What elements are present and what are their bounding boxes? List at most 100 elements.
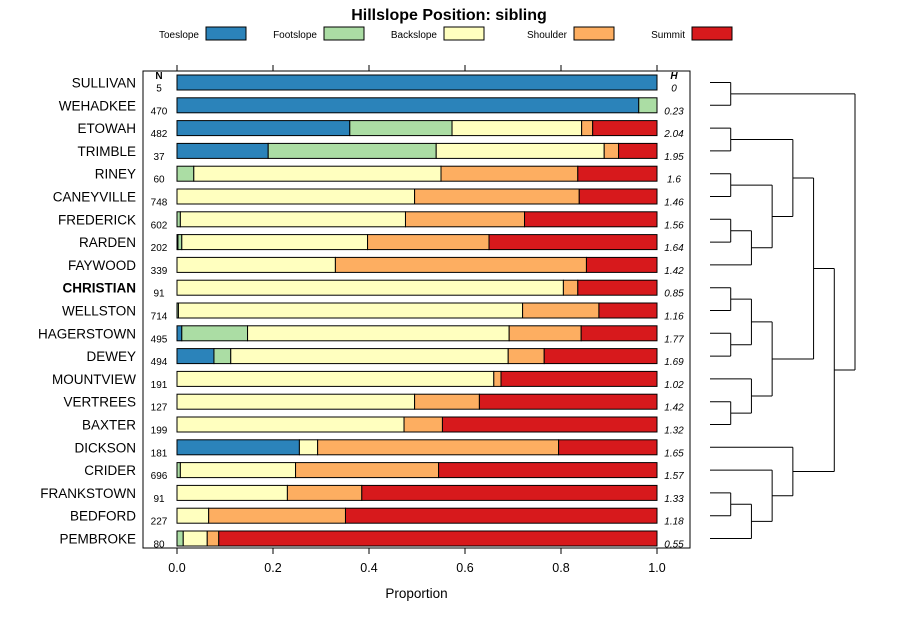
row-wehadkee: WEHADKEE 470 0.23 xyxy=(59,97,684,117)
legend-label: Backslope xyxy=(391,30,438,41)
x-tick-label: 1.0 xyxy=(648,561,665,575)
category-label: CANEYVILLE xyxy=(53,190,136,205)
bar-segment-footslope xyxy=(267,142,437,159)
h-value: 1.6 xyxy=(667,175,681,186)
category-label: BEDFORD xyxy=(70,509,136,524)
bar-segment-summit xyxy=(488,234,658,251)
n-value: 91 xyxy=(153,494,165,505)
bar-segment-footslope xyxy=(176,530,184,547)
bar-segment-summit xyxy=(598,302,658,319)
category-label: RARDEN xyxy=(79,235,136,250)
category-label: PEMBROKE xyxy=(59,532,136,547)
bar-segment-summit xyxy=(361,484,658,501)
row-wellston: WELLSTON 714 1.16 xyxy=(62,302,684,323)
bar-segment-summit xyxy=(592,120,658,137)
bar-segment-summit xyxy=(218,530,658,547)
bar-segment-footslope xyxy=(181,325,249,342)
row-faywood: FAYWOOD 339 1.42 xyxy=(68,256,684,277)
bar-segment-summit xyxy=(438,462,658,479)
row-riney: RINEY 60 1.6 xyxy=(95,165,681,186)
h-value: 1.65 xyxy=(664,448,684,459)
legend: Toeslope Footslope Backslope Shoulder Summit xyxy=(159,26,733,41)
bar-segment-shoulder xyxy=(317,439,560,456)
bar-segment-backslope xyxy=(176,279,564,296)
row-frederick: FREDERICK 602 1.56 xyxy=(58,211,684,231)
bar-segment-shoulder xyxy=(414,188,580,205)
category-label: FAYWOOD xyxy=(68,258,136,273)
x-tick-label: 0.8 xyxy=(552,561,569,575)
h-value: 1.42 xyxy=(664,403,684,414)
category-label: TRIMBLE xyxy=(77,144,136,159)
bar-segment-backslope xyxy=(176,370,495,387)
h-column-header: H xyxy=(670,71,678,82)
row-christian: CHRISTIAN 91 0.85 xyxy=(63,279,684,300)
bar-segment-backslope xyxy=(298,439,319,456)
x-tick-label: 0.6 xyxy=(456,561,473,575)
bar-segment-summit xyxy=(577,279,658,296)
bar-segment-backslope xyxy=(176,393,416,410)
row-caneyville: CANEYVILLE 748 1.46 xyxy=(53,188,684,209)
legend-swatch xyxy=(323,26,365,41)
row-trimble: TRIMBLE 37 1.95 xyxy=(77,142,684,163)
h-value: 1.46 xyxy=(664,198,684,209)
legend-label: Summit xyxy=(651,30,685,41)
bar-segment-backslope xyxy=(176,507,210,524)
category-label: HAGERSTOWN xyxy=(38,326,136,341)
n-value: 470 xyxy=(151,106,168,117)
bar-segment-footslope xyxy=(213,348,232,365)
bar-segment-shoulder xyxy=(507,348,545,365)
row-baxter: BAXTER 199 1.32 xyxy=(82,416,684,437)
h-value: 2.04 xyxy=(663,129,684,140)
h-value: 0.23 xyxy=(664,106,684,117)
h-value: 0 xyxy=(671,84,677,95)
bar-segment-backslope xyxy=(176,416,405,433)
row-mountview: MOUNTVIEW 191 1.02 xyxy=(52,370,684,391)
n-value: 714 xyxy=(151,312,168,323)
h-value: 0.85 xyxy=(664,289,684,300)
n-value: 5 xyxy=(156,84,162,95)
category-label: DEWEY xyxy=(86,349,136,364)
n-value: 602 xyxy=(151,220,168,231)
n-value: 696 xyxy=(151,471,168,482)
row-vertrees: VERTREES 127 1.42 xyxy=(63,393,684,414)
category-label: ETOWAH xyxy=(77,121,136,136)
bar-segment-summit xyxy=(577,165,658,182)
legend-label: Shoulder xyxy=(527,30,568,41)
row-etowah: ETOWAH 482 2.04 xyxy=(77,120,684,140)
n-value: 494 xyxy=(151,357,168,368)
bar-segment-backslope xyxy=(176,188,416,205)
legend-item-shoulder: Shoulder xyxy=(527,26,615,41)
bar-segment-backslope xyxy=(182,530,208,547)
bar-segment-backslope xyxy=(193,165,442,182)
bar-segment-backslope xyxy=(181,234,369,251)
n-value: 60 xyxy=(153,175,165,186)
bar-segment-toeslope xyxy=(176,439,300,456)
legend-item-summit: Summit xyxy=(651,26,733,41)
legend-item-footslope: Footslope xyxy=(273,26,365,41)
row-crider: CRIDER 696 1.57 xyxy=(84,462,684,482)
bar-segment-backslope xyxy=(451,120,583,137)
bar-segment-toeslope xyxy=(176,348,215,365)
category-label: VERTREES xyxy=(63,395,136,410)
bar-segment-shoulder xyxy=(581,120,594,137)
row-sullivan: SULLIVAN 5 0 xyxy=(72,74,677,95)
category-label: WELLSTON xyxy=(62,304,136,319)
h-value: 1.02 xyxy=(664,380,684,391)
bar-segment-shoulder xyxy=(404,211,526,228)
category-label: RINEY xyxy=(95,167,136,182)
bar-segment-summit xyxy=(524,211,658,228)
x-tick-label: 0.4 xyxy=(360,561,377,575)
n-value: 91 xyxy=(153,289,165,300)
n-column-header: N xyxy=(155,71,162,82)
bar-segment-shoulder xyxy=(522,302,600,319)
legend-swatch xyxy=(443,26,485,41)
bar-segment-shoulder xyxy=(440,165,579,182)
bar-segment-summit xyxy=(344,507,658,524)
bar-segment-shoulder xyxy=(208,507,346,524)
bar-segment-backslope xyxy=(247,325,510,342)
bar-segment-summit xyxy=(441,416,658,433)
row-frankstown: FRANKSTOWN 91 1.33 xyxy=(40,484,684,505)
row-bedford: BEDFORD 227 1.18 xyxy=(70,507,684,528)
h-value: 1.57 xyxy=(664,471,684,482)
n-value: 227 xyxy=(151,517,168,528)
